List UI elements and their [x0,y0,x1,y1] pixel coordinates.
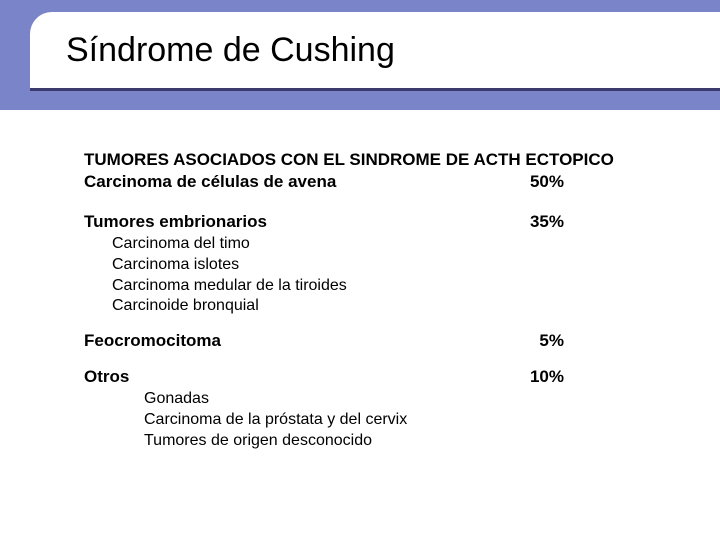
row-label: Carcinoma de células de avena [84,172,336,192]
slide-title: Síndrome de Cushing [66,31,395,70]
left-stripe [0,110,30,540]
content-area: TUMORES ASOCIADOS CON EL SINDROME DE ACT… [84,150,674,466]
row-embrionarios: Tumores embrionarios 35% [84,212,674,232]
sublist-item: Carcinoma medular de la tiroides [112,276,674,297]
row-otros: Otros 10% [84,367,674,387]
title-underline [30,88,720,91]
sublist-item: Carcinoma de la próstata y del cervix [144,410,674,431]
sublist-item: Gonadas [144,389,674,410]
sublist-item: Carcinoma del timo [112,234,674,255]
row-value: 5% [539,331,674,351]
row-label: Tumores embrionarios [84,212,267,232]
row-label: Otros [84,367,129,387]
section-heading: TUMORES ASOCIADOS CON EL SINDROME DE ACT… [84,150,674,170]
slide: Síndrome de Cushing TUMORES ASOCIADOS CO… [0,0,720,540]
row-label: Feocromocitoma [84,331,221,351]
sublist-item: Tumores de origen desconocido [144,431,674,452]
title-plate: Síndrome de Cushing [30,12,720,88]
sublist-item: Carcinoma islotes [112,255,674,276]
row-avena: Carcinoma de células de avena 50% [84,172,674,192]
sublist-otros: Gonadas Carcinoma de la próstata y del c… [144,389,674,451]
row-value: 35% [530,212,674,232]
row-value: 50% [530,172,674,192]
row-feocromocitoma: Feocromocitoma 5% [84,331,674,351]
sublist-item: Carcinoide bronquial [112,296,674,317]
row-value: 10% [530,367,674,387]
sublist-embrionarios: Carcinoma del timo Carcinoma islotes Car… [112,234,674,317]
